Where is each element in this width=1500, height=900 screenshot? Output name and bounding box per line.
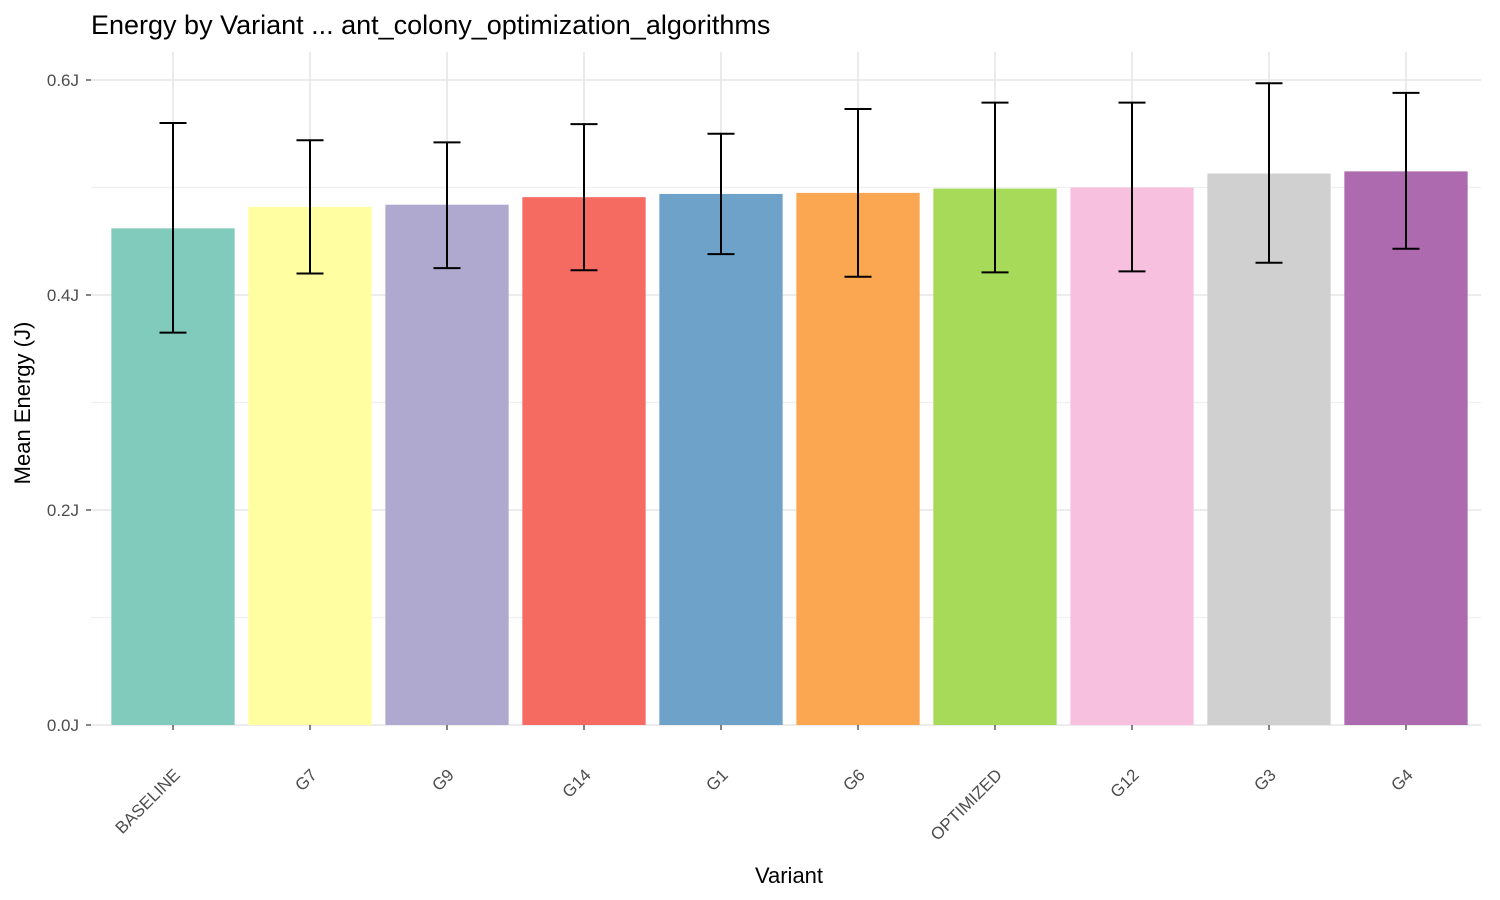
x-tick-label: G12 [1107, 765, 1143, 801]
error-bar-g7 [296, 139, 324, 275]
error-bar-g6 [844, 108, 872, 278]
x-tick-label: G6 [839, 765, 868, 794]
error-bar-g9 [433, 141, 461, 270]
error-bar-g12 [1118, 101, 1146, 273]
bar-g14 [522, 197, 646, 726]
bar-g3 [1207, 173, 1331, 725]
y-tick-label: 0.0J [47, 716, 79, 735]
x-tick-label: G1 [702, 765, 731, 794]
bar-g6 [796, 192, 920, 725]
error-bar-g14 [570, 123, 598, 272]
bar-g12 [1070, 187, 1194, 725]
x-tick-label: OPTIMIZED [927, 765, 1006, 844]
y-axis: 0.0J 0.2J 0.4J 0.6J [47, 71, 91, 735]
y-axis-title: Mean Energy (J) [10, 322, 35, 485]
error-bar-optimized [981, 101, 1009, 274]
bar-g4 [1344, 171, 1468, 725]
x-tick-label: G3 [1250, 765, 1279, 794]
y-tick-label: 0.2J [47, 501, 79, 520]
bar-optimized [933, 188, 1057, 725]
x-axis-title: Variant [755, 863, 823, 888]
y-tick-label: 0.6J [47, 71, 79, 90]
x-tick-label: G9 [428, 765, 457, 794]
error-bar-g4 [1392, 91, 1420, 250]
x-tick-label: G4 [1387, 765, 1416, 794]
x-tick-label: BASELINE [112, 765, 184, 837]
y-tick-label: 0.4J [47, 286, 79, 305]
bar-g9 [385, 204, 509, 725]
x-axis: BASELINE G7 G9 G14 G1 G6 OPTIMIZED G12 G3 G4 [112, 725, 1417, 844]
error-bar-g3 [1255, 82, 1283, 264]
bar-g1 [659, 193, 783, 725]
error-bar-g1 [707, 132, 735, 256]
bar-g7 [248, 206, 372, 726]
error-bars [159, 82, 1420, 334]
x-tick-label: G14 [559, 765, 595, 801]
x-tick-label: G7 [291, 765, 320, 794]
chart-title: Energy by Variant ... ant_colony_optimiz… [91, 10, 770, 40]
error-bar-baseline [159, 122, 187, 334]
bars [111, 171, 1468, 726]
